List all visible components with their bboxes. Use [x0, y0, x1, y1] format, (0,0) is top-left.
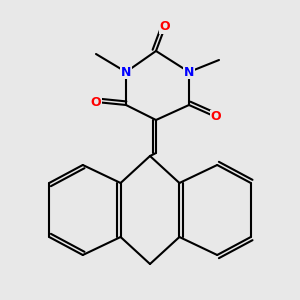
Text: O: O — [211, 110, 221, 124]
Text: N: N — [121, 65, 131, 79]
Text: O: O — [91, 95, 101, 109]
Text: O: O — [160, 20, 170, 34]
Text: N: N — [184, 65, 194, 79]
